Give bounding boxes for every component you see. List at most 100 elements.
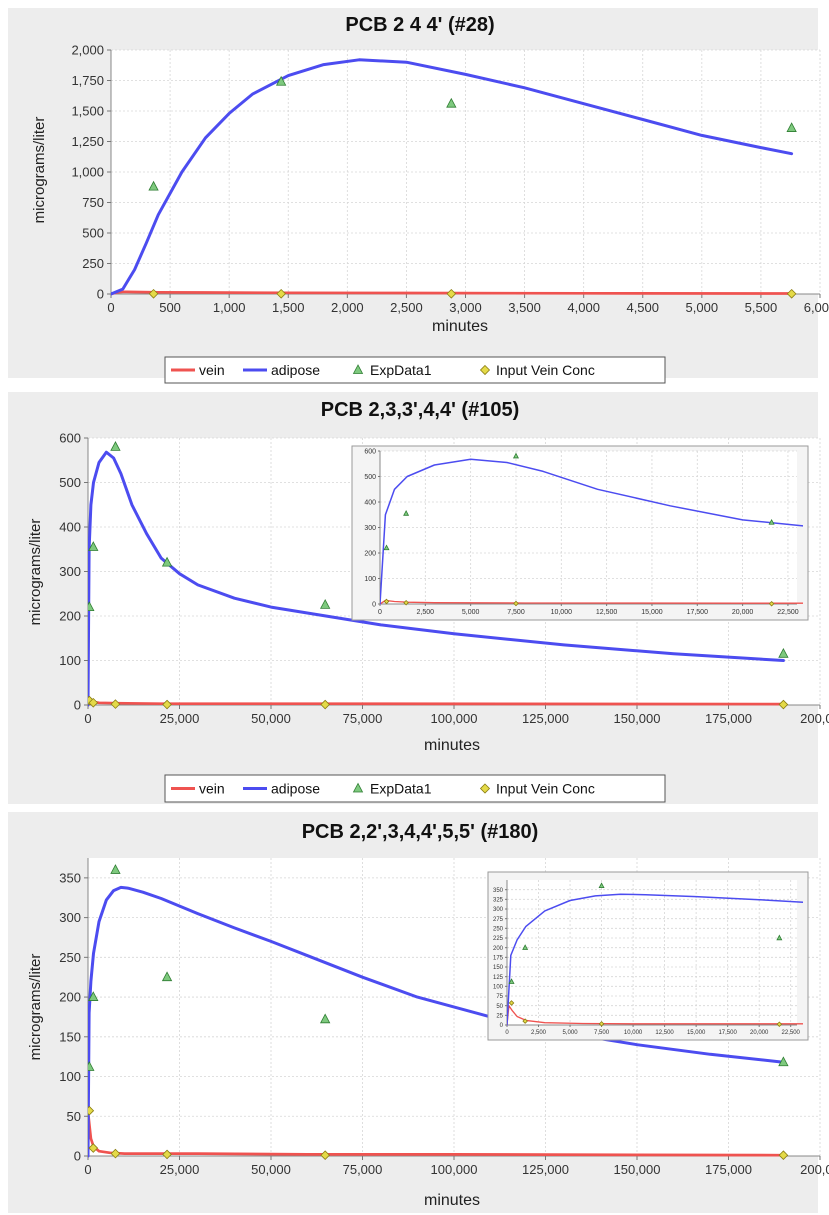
inset-y-tick-label: 100 — [364, 576, 376, 583]
x-tick-label: 200,00 — [800, 1162, 829, 1177]
x-tick-label: 150,000 — [614, 711, 661, 726]
chart-panel-3: PCB 2,2',3,4,4',5,5' (#180) 0 25,000 50,000… — [8, 812, 829, 1213]
y-tick-label: 1,000 — [71, 165, 104, 180]
legend-input-label: Input Vein Conc — [496, 781, 595, 797]
exp-data-marker — [778, 647, 789, 658]
inset-y-tick-label: 400 — [364, 499, 376, 506]
y-tick-label: 150 — [59, 1029, 81, 1044]
y-tick-label: 250 — [82, 256, 104, 271]
inset-x-tick-label: 0 — [378, 609, 382, 616]
inset-y-tick-label: 500 — [364, 474, 376, 481]
inset-y-tick-label: 300 — [493, 907, 504, 913]
x-axis-label: minutes — [432, 318, 488, 335]
legend-exp-swatch — [352, 782, 364, 793]
legend-adipose-label: adipose — [271, 781, 320, 797]
exp-data-marker — [88, 1061, 95, 1071]
x-tick-label: 3,000 — [449, 300, 482, 315]
inset-series — [507, 882, 803, 1028]
inset-input-vein-marker — [776, 1021, 783, 1028]
x-tick-label: 6,000 — [804, 300, 829, 315]
inset-x-tick-label: 20,000 — [732, 609, 754, 616]
inset-y-tick-label: 50 — [496, 1004, 503, 1010]
x-tick-label: 0 — [84, 1162, 91, 1177]
exp-data-marker — [88, 601, 95, 611]
adipose-line — [88, 450, 785, 707]
x-tick-label: 125,000 — [522, 711, 569, 726]
input-vein-marker — [778, 699, 789, 710]
legend-exp-label: ExpData1 — [370, 362, 432, 378]
y-tick-label: 300 — [59, 564, 81, 579]
inset-y-tick-label: 200 — [493, 946, 504, 952]
inset-exp-data-marker — [768, 518, 775, 525]
exp-data-marker — [161, 971, 173, 982]
chart-panel-1: PCB 2 4 4' (#28) 0 500 1,000 1,500 2,000 2,500… — [8, 8, 829, 384]
legend: vein adipose ExpData1 Input Vein Conc — [164, 356, 666, 384]
y-axis-label: micrograms/liter — [31, 117, 48, 224]
inset-x-tick-label: 2,500 — [531, 1030, 547, 1036]
series-group — [88, 441, 789, 710]
y-tick-label: 300 — [59, 910, 81, 925]
exp-data-marker — [110, 864, 121, 874]
y-tick-label: 1,750 — [71, 73, 104, 88]
x-axis-label: minutes — [424, 737, 480, 754]
x-tick-label: 25,000 — [160, 711, 200, 726]
y-axis-label: micrograms/liter — [27, 954, 44, 1061]
x-axis-label: minutes — [424, 1192, 480, 1209]
x-tick-label: 5,500 — [745, 300, 778, 315]
exp-data-marker — [161, 556, 173, 567]
inset-x-tick-label: 2,500 — [417, 609, 435, 616]
inset-y-tick-label: 225 — [493, 936, 504, 942]
y-tick-label: 0 — [74, 698, 81, 713]
inset-exp-data-marker — [383, 544, 390, 551]
x-tick-label: 75,000 — [343, 1162, 383, 1177]
input-vein-marker — [88, 697, 99, 708]
inset-x-tick-label: 17,500 — [687, 609, 709, 616]
inset-y-tick-label: 150 — [493, 965, 504, 971]
inset-y-tick-label: 600 — [364, 448, 376, 455]
exp-data-marker — [88, 541, 99, 551]
exp-data-marker — [446, 97, 457, 108]
inset-x-tick-label: 20,000 — [750, 1030, 769, 1036]
inset-chart: 0 2,500 5,000 7,500 10,000 12,500 15,000 17,500… — [487, 871, 809, 1041]
legend-exp-swatch — [352, 364, 364, 374]
inset-x-tick-label: 7,500 — [507, 609, 525, 616]
input-vein-marker — [88, 1143, 99, 1153]
x-tick-label: 2,000 — [331, 300, 364, 315]
y-tick-label: 2,000 — [71, 43, 104, 58]
input-vein-marker — [88, 1105, 95, 1116]
x-tick-label: 175,000 — [705, 1162, 752, 1177]
y-tick-label: 600 — [59, 431, 81, 446]
inset-exp-data-marker — [598, 882, 605, 889]
x-tick-label: 200,00 — [800, 711, 829, 726]
inset-y-tick-label: 175 — [493, 955, 504, 961]
legend-adipose-label: adipose — [271, 362, 320, 378]
series-group — [111, 58, 797, 299]
y-tick-label: 100 — [59, 653, 81, 668]
y-tick-label: 1,250 — [71, 134, 104, 149]
inset-x-tick-label: 5,000 — [462, 609, 480, 616]
x-tick-label: 50,000 — [251, 1162, 291, 1177]
input-vein-marker — [148, 288, 159, 299]
x-tick-label: 500 — [159, 300, 181, 315]
legend-exp-label: ExpData1 — [370, 781, 432, 797]
inset-input-vein-marker — [383, 598, 390, 605]
inset-input-vein-marker — [598, 1021, 605, 1027]
x-tick-label: 50,000 — [251, 711, 291, 726]
exp-data-marker — [88, 991, 99, 1001]
y-tick-label: 250 — [59, 950, 81, 965]
x-tick-label: 125,000 — [522, 1162, 569, 1177]
inset-x-tick-label: 22,500 — [777, 609, 799, 616]
inset-y-tick-label: 0 — [500, 1023, 504, 1029]
x-tick-label: 100,000 — [431, 1162, 478, 1177]
x-tick-label: 2,500 — [390, 300, 423, 315]
inset-y-tick-label: 350 — [493, 888, 504, 894]
legend-input-label: Input Vein Conc — [496, 362, 595, 378]
inset-y-tick-label: 300 — [364, 525, 376, 532]
y-tick-label: 350 — [59, 870, 81, 885]
chart-title: PCB 2,2',3,4,4',5,5' (#180) — [302, 821, 539, 843]
input-vein-marker — [276, 288, 286, 299]
inset-input-vein-marker — [508, 1000, 515, 1006]
y-tick-label: 1,500 — [71, 104, 104, 119]
legend: vein adipose ExpData1 Input Vein Conc — [164, 774, 666, 803]
